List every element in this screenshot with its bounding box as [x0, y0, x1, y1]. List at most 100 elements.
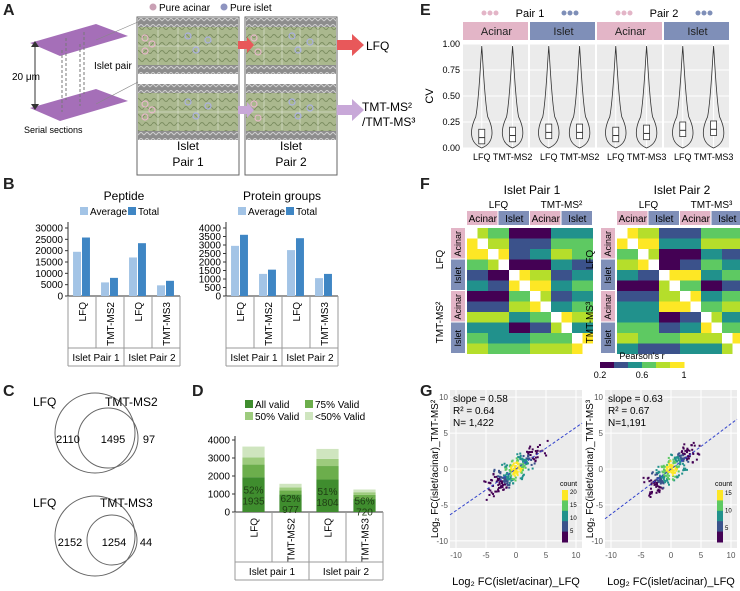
scatter-point [498, 469, 501, 472]
y-tick-label: 10 [594, 393, 603, 402]
heatmap-cell [488, 301, 499, 312]
heatmap-cell [540, 249, 551, 260]
heatmap-cell [701, 228, 712, 239]
heatmap-cell [680, 259, 691, 270]
heatmap-cell [477, 228, 488, 239]
scatter-point [494, 490, 497, 493]
scatter-point [526, 457, 529, 460]
count-colorbar-segment [562, 510, 568, 522]
percent-label: 56% [354, 497, 374, 508]
count-colorbar-segment [717, 521, 723, 533]
scatter-point [527, 455, 530, 458]
legend-label-average: Average [248, 207, 286, 218]
scatter-point [659, 486, 662, 489]
scatter-point [662, 486, 665, 489]
heatmap-cell [617, 291, 628, 302]
scatter-point [517, 456, 520, 459]
heatmap-cell [509, 343, 520, 354]
scatter-point [522, 460, 525, 463]
pair1-label-line2: Pair 1 [172, 155, 204, 169]
panel-label-a: A [3, 2, 15, 19]
scatter-point [502, 474, 505, 477]
scatter-point [667, 461, 670, 464]
venn-bottom-only-right: 44 [140, 537, 152, 549]
scatter-point [505, 475, 508, 478]
scatter-point [502, 488, 505, 491]
scatter-point [678, 452, 681, 455]
scatter-point [679, 456, 682, 459]
heatmap-cell [519, 333, 530, 344]
heatmap-cell [551, 249, 562, 260]
heatmap-cell [530, 312, 541, 323]
count-colorbar-segment [717, 531, 723, 543]
heatmap-cell [519, 301, 530, 312]
y-tick-label: -5 [596, 501, 604, 510]
heatmap-cell [561, 343, 572, 354]
venn-top-only-right: 97 [143, 434, 155, 446]
heatmap-row-label: Acinar [453, 231, 463, 257]
heatmap-cell [572, 333, 583, 344]
x-tick-label: 0 [514, 551, 519, 560]
heatmap-cell [722, 238, 733, 249]
x-tick-label: -5 [637, 551, 645, 560]
pair-dot-acinar-icon [493, 10, 499, 16]
heatmap-cell [467, 291, 478, 302]
heatmap-cell [572, 343, 583, 354]
scatter-point [525, 458, 528, 461]
scatter-point [680, 454, 683, 457]
heatmap-cell [477, 238, 488, 249]
heatmap-sub-strip [680, 211, 711, 225]
count-label: 1935 [242, 497, 265, 508]
scatter-point [651, 472, 654, 475]
x-tick-label: LFQ [607, 152, 625, 162]
heatmap-cell [519, 343, 530, 354]
x-tick-label: 10 [572, 551, 581, 560]
heatmap-cell [561, 322, 572, 333]
scatter-point [508, 486, 511, 489]
y-tick-label: 0.25 [442, 117, 460, 127]
heatmap-cell [498, 312, 509, 323]
y-tick-label: 3000 [208, 454, 231, 465]
scatter-point [679, 458, 682, 461]
heatmap-cell [680, 343, 691, 354]
heatmap-cell [572, 238, 583, 249]
heatmap-cell [732, 312, 740, 323]
heatmap-cell [680, 280, 691, 291]
scatter-point [510, 466, 513, 469]
scatter-point [677, 459, 680, 462]
heatmap-sub-label: Islet [655, 214, 674, 225]
bar-average-2 [129, 257, 137, 296]
stack-segment-3-3 [353, 489, 376, 493]
scatter-point [663, 479, 666, 482]
heatmap-cell [669, 312, 680, 323]
heatmap-row-label: Islet [453, 267, 463, 284]
y-tick-label: 5 [444, 429, 449, 438]
count-colorbar-segment [562, 521, 568, 533]
scatter-point [524, 462, 527, 465]
scatter-point [521, 469, 524, 472]
y-tick-label: 20000 [35, 246, 63, 257]
scatter-point [650, 492, 653, 495]
heatmap-cell [509, 280, 520, 291]
heatmap-cell [627, 343, 638, 354]
scatter-point [497, 490, 500, 493]
y-tick-label: 3500 [199, 232, 222, 243]
scatter-point [696, 452, 699, 455]
heatmap-cell [659, 280, 670, 291]
scatter-point [518, 456, 521, 459]
heatmap-cell [498, 259, 509, 270]
scatter-point [656, 479, 659, 482]
scatter-point [521, 478, 524, 481]
scatter-point [682, 467, 685, 470]
y-tick-label: 15000 [35, 258, 63, 269]
heatmap-cell [572, 270, 583, 281]
heatmap-cell [498, 322, 509, 333]
scatter-point [522, 459, 525, 462]
heatmap-cell [648, 291, 659, 302]
scatter-point [502, 476, 505, 479]
count-label: 977 [282, 505, 299, 516]
heatmap-cell [659, 291, 670, 302]
scatter-point [655, 491, 658, 494]
y-tick-label: 0.75 [442, 65, 460, 75]
